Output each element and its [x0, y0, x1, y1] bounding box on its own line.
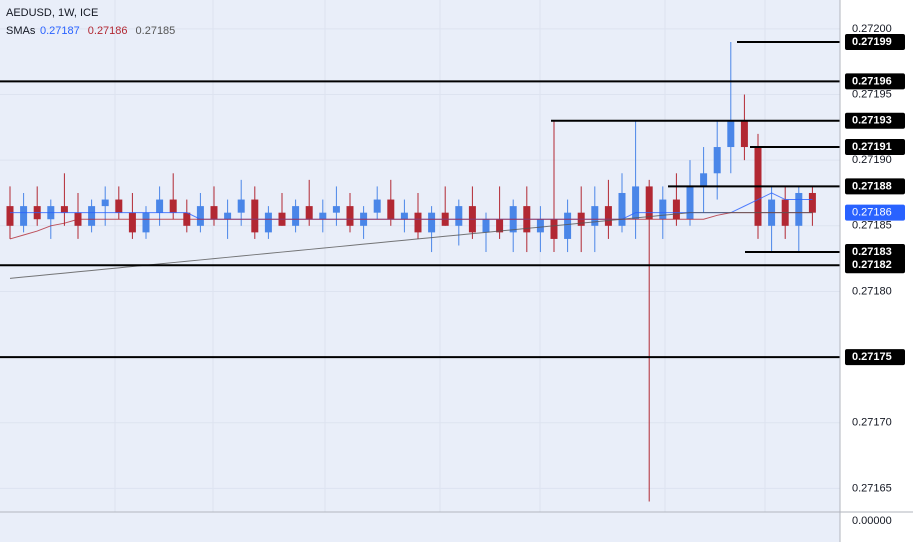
- candle-body: [224, 212, 232, 220]
- candle-body: [564, 212, 572, 239]
- y-tick-label: 0.27200: [852, 23, 892, 35]
- candle-body: [251, 199, 259, 233]
- last-price-label: 0.27186: [852, 207, 892, 219]
- candle-body: [60, 206, 68, 213]
- candle-body: [373, 199, 381, 213]
- candle-body: [6, 206, 14, 226]
- sma-value: 0.27187: [40, 25, 80, 37]
- level-label-box: [845, 73, 905, 90]
- candle-body: [808, 192, 816, 213]
- level-label-box: [845, 244, 905, 261]
- candle-body: [387, 199, 395, 220]
- candle-body: [591, 206, 599, 226]
- sma-legend: 0.27187 0.27186 0.27185: [40, 25, 175, 37]
- candle-body: [400, 212, 408, 220]
- level-label: 0.27196: [852, 75, 892, 87]
- candle-body: [686, 186, 694, 220]
- candle-body: [156, 199, 164, 213]
- candle-body: [128, 212, 136, 233]
- candle-body: [645, 186, 653, 220]
- level-label-box: [845, 257, 905, 274]
- candle-body: [482, 219, 490, 233]
- candle-body: [237, 199, 245, 213]
- symbol-title: AEDUSD, 1W, ICE: [6, 7, 98, 19]
- candle-body: [414, 212, 422, 233]
- candle-body: [550, 219, 558, 239]
- candle-body: [142, 212, 150, 233]
- candle-body: [740, 120, 748, 148]
- level-label: 0.27188: [852, 180, 892, 192]
- level-label: 0.27193: [852, 115, 892, 127]
- level-label: 0.27191: [852, 141, 892, 153]
- candle-body: [319, 212, 327, 220]
- bottom-label: 0.00000: [852, 515, 892, 527]
- sma-value: 0.27185: [136, 25, 176, 37]
- level-label-box: [845, 178, 905, 195]
- candle-body: [210, 206, 218, 220]
- candle-body: [292, 206, 300, 226]
- candle-body: [101, 199, 109, 207]
- candle-body: [455, 206, 463, 226]
- level-label: 0.27199: [852, 36, 892, 48]
- candle-body: [20, 206, 28, 226]
- candle-body: [604, 206, 612, 226]
- candle-body: [264, 212, 272, 233]
- candle-body: [713, 147, 721, 174]
- y-tick-label: 0.27180: [852, 285, 892, 297]
- y-tick-label: 0.27170: [852, 417, 892, 429]
- candle-body: [169, 199, 177, 213]
- candle-body: [632, 186, 640, 220]
- candle-body: [88, 206, 96, 226]
- candle-body: [115, 199, 123, 213]
- candle-body: [700, 173, 708, 187]
- level-label-box: [845, 112, 905, 129]
- level-label: 0.27175: [852, 351, 892, 363]
- sma-line: [9, 212, 813, 240]
- candle-body: [795, 192, 803, 226]
- candle-body: [305, 206, 313, 220]
- sma-value: 0.27186: [88, 25, 128, 37]
- vertical-grid: [114, 0, 766, 512]
- candle-body: [196, 206, 204, 226]
- candle-body: [618, 192, 626, 226]
- candle-body: [496, 219, 504, 233]
- candle-body: [672, 199, 680, 220]
- plot: [0, 41, 840, 502]
- y-tick-label: 0.27190: [852, 154, 892, 166]
- last-price-box: [845, 204, 905, 221]
- candle-body: [727, 120, 735, 148]
- level-label-box: [845, 349, 905, 366]
- sma-label: SMAs: [6, 25, 36, 37]
- level-label: 0.27183: [852, 246, 892, 258]
- level-label: 0.27182: [852, 259, 892, 271]
- candle-body: [346, 206, 354, 226]
- level-label-box: [845, 139, 905, 156]
- y-tick-label: 0.27185: [852, 220, 892, 232]
- candle-body: [659, 199, 667, 220]
- candle-body: [536, 219, 544, 233]
- level-label-box: [845, 34, 905, 51]
- candle-body: [332, 206, 340, 213]
- candle-body: [428, 212, 436, 233]
- y-tick-label: 0.27195: [852, 88, 892, 100]
- price-axis: 0.27200 0.27195 0.27190 0.27185 0.27180 0.271…: [845, 23, 905, 494]
- y-tick-label: 0.27165: [852, 482, 892, 494]
